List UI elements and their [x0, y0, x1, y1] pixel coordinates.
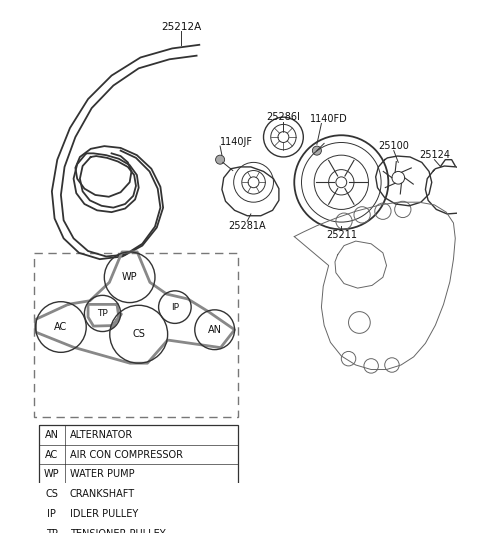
- Text: 25100: 25100: [378, 141, 409, 151]
- Text: AN: AN: [208, 325, 222, 335]
- Text: AN: AN: [45, 430, 59, 440]
- Text: AC: AC: [45, 449, 59, 459]
- Text: 25124: 25124: [419, 150, 450, 160]
- Circle shape: [216, 155, 225, 164]
- Text: TP: TP: [46, 529, 58, 533]
- Text: 25281A: 25281A: [228, 221, 266, 231]
- Bar: [34, 253, 238, 417]
- Text: TP: TP: [97, 309, 108, 318]
- Circle shape: [312, 146, 322, 155]
- Text: CS: CS: [46, 489, 58, 499]
- Text: IDLER PULLEY: IDLER PULLEY: [70, 509, 138, 519]
- Text: WP: WP: [122, 272, 137, 282]
- Text: TENSIONER PULLEY: TENSIONER PULLEY: [70, 529, 166, 533]
- Text: AIR CON COMPRESSOR: AIR CON COMPRESSOR: [70, 449, 183, 459]
- Text: WATER PUMP: WATER PUMP: [70, 470, 134, 480]
- Text: IP: IP: [171, 303, 179, 312]
- Text: ALTERNATOR: ALTERNATOR: [70, 430, 133, 440]
- Text: CS: CS: [132, 329, 145, 339]
- Bar: [39, 425, 238, 533]
- Text: 1140FD: 1140FD: [310, 114, 348, 124]
- Text: 25286I: 25286I: [266, 112, 300, 122]
- Text: IP: IP: [48, 509, 56, 519]
- Text: WP: WP: [44, 470, 60, 480]
- Text: AC: AC: [54, 322, 68, 332]
- Text: CRANKSHAFT: CRANKSHAFT: [70, 489, 135, 499]
- Text: 25212A: 25212A: [161, 22, 201, 32]
- Text: 25211: 25211: [326, 230, 357, 240]
- Text: 1140JF: 1140JF: [220, 136, 253, 147]
